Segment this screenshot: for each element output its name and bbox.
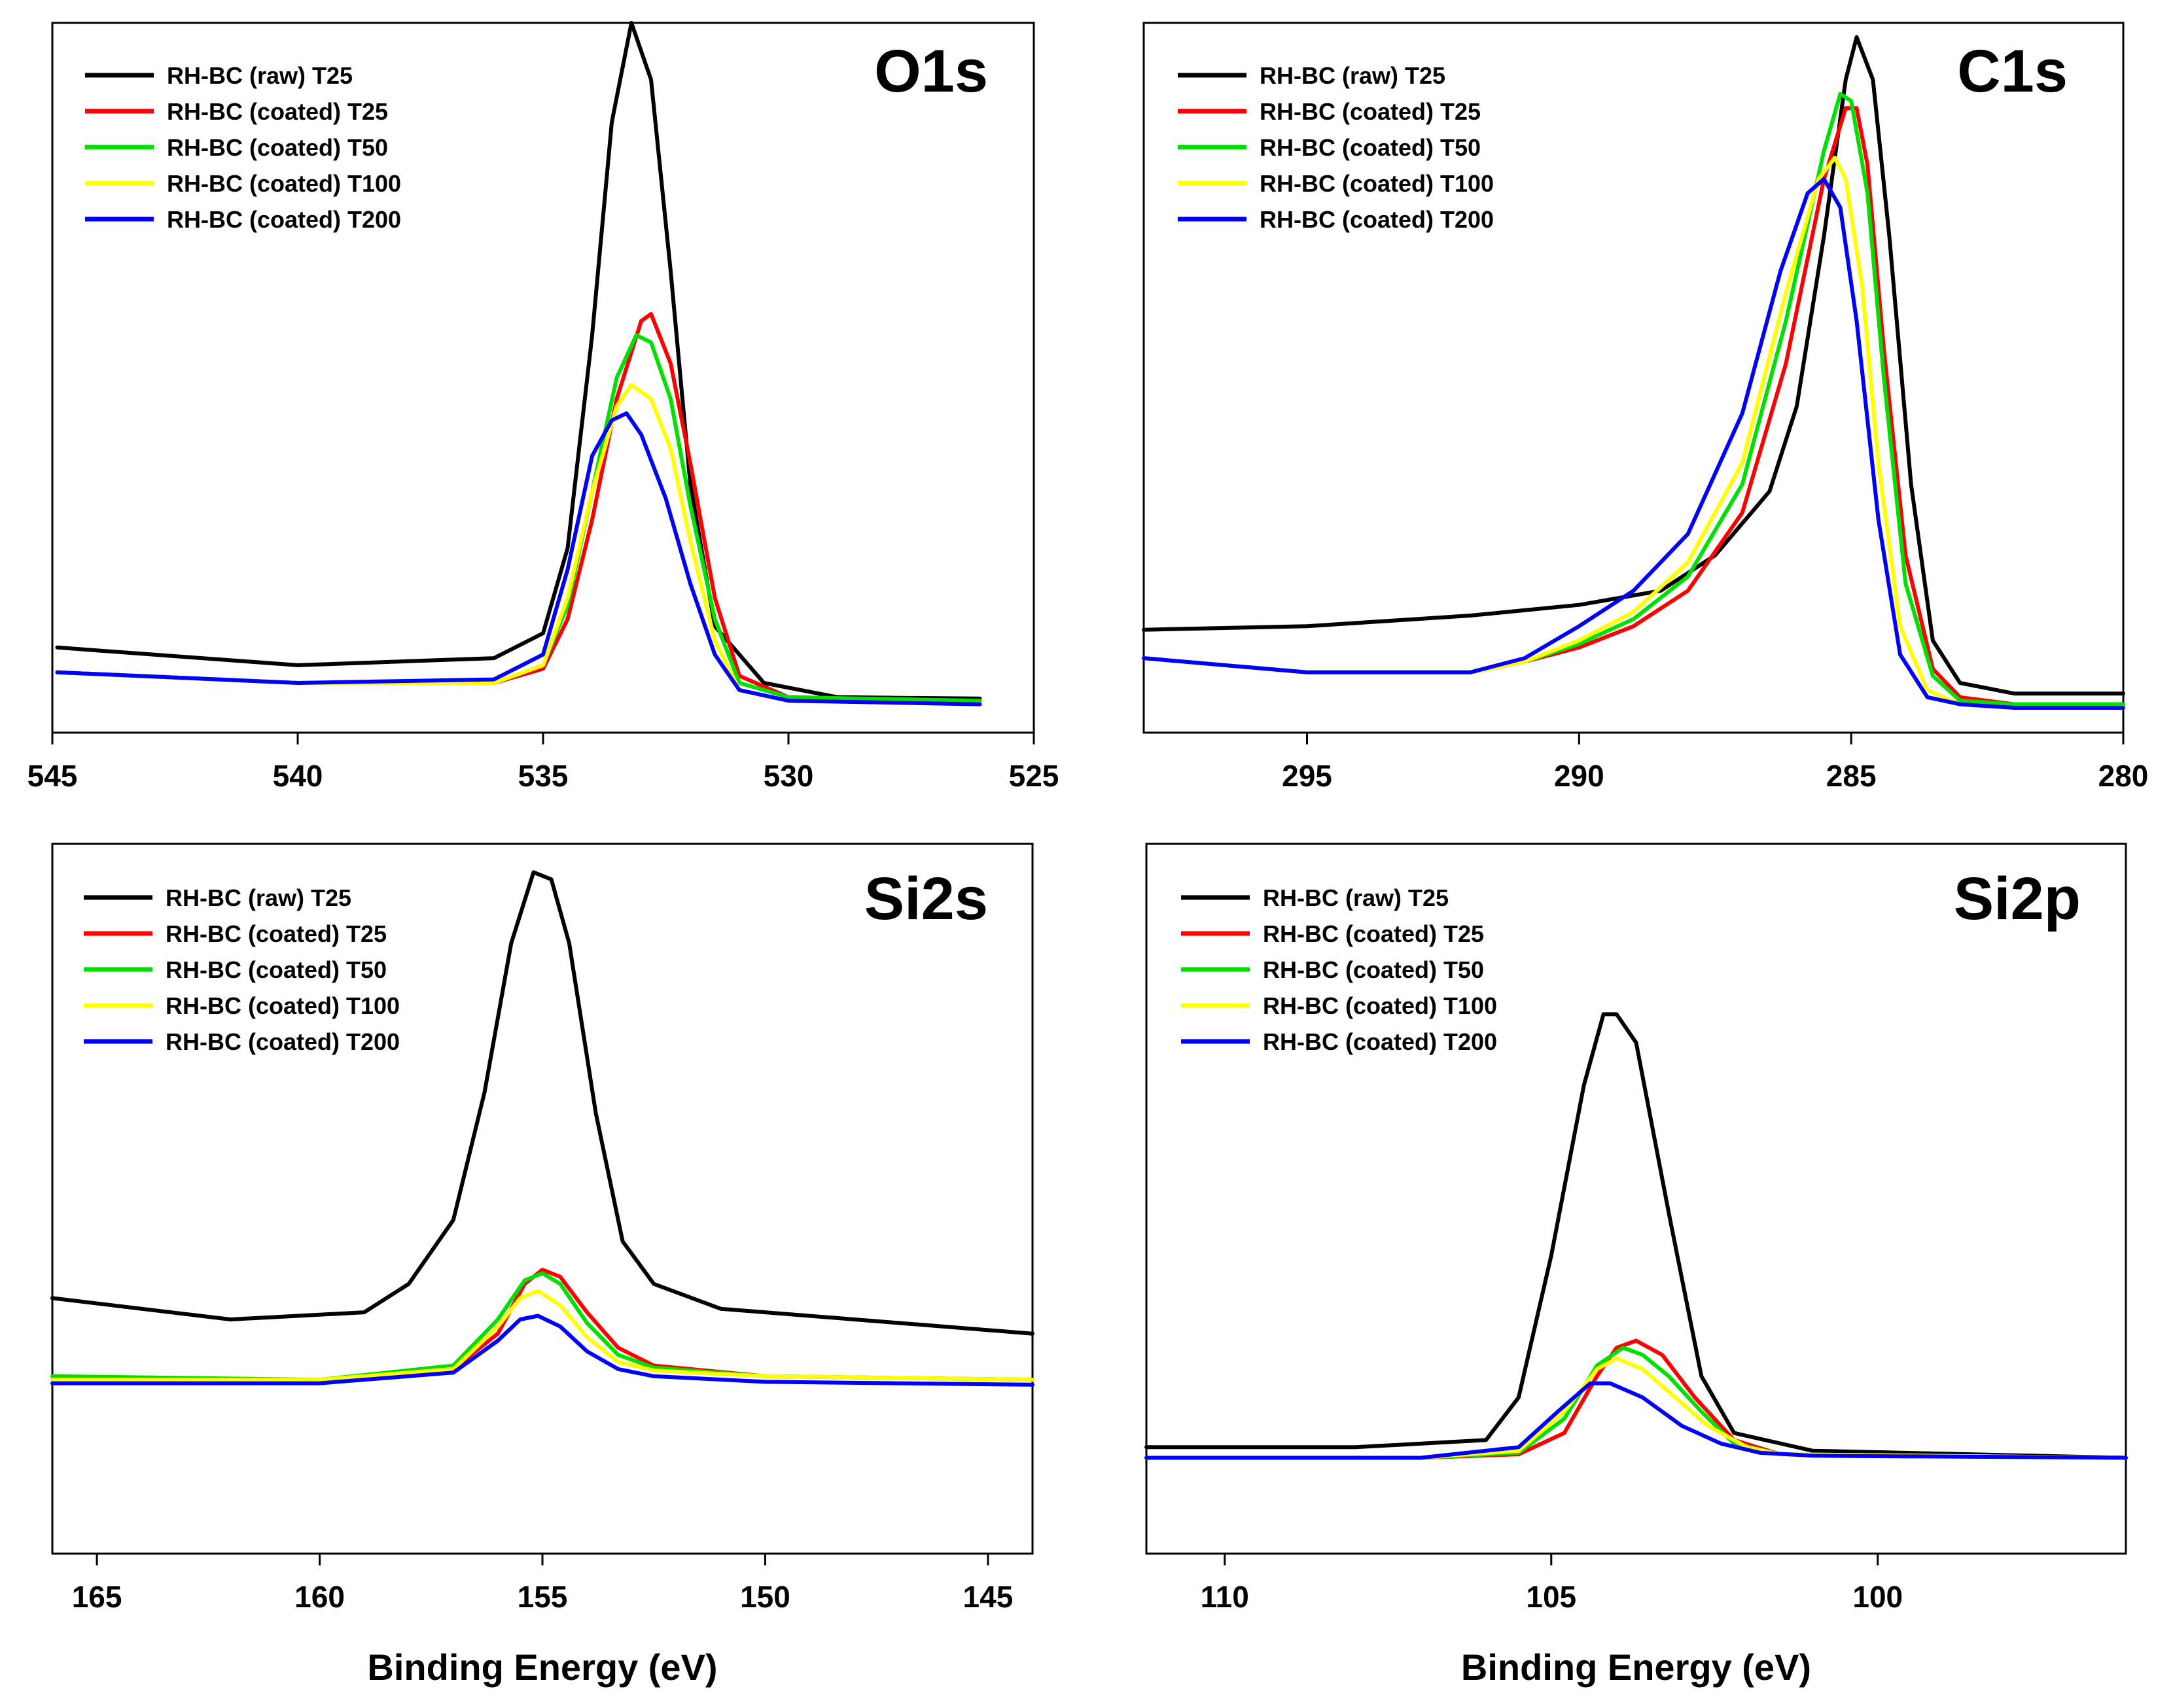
- series-line-si2s-3: [50, 1289, 1034, 1382]
- x-tick-label-o1s-4: 525: [1009, 759, 1059, 793]
- legend-label-o1s-2: RH-BC (coated) T50: [167, 134, 388, 161]
- series-line-si2p-3: [1144, 1356, 2128, 1460]
- x-tick-label-si2s-4: 145: [963, 1580, 1014, 1614]
- series-line-c1s-4: [1142, 177, 2125, 710]
- x-axis-label-si2s: Binding Energy (eV): [367, 1647, 717, 1688]
- legend-label-c1s-2: RH-BC (coated) T50: [1260, 134, 1481, 161]
- series-line-si2s-4: [50, 1314, 1034, 1387]
- legend-label-si2s-0: RH-BC (raw) T25: [166, 884, 351, 911]
- series-line-o1s-1: [55, 311, 982, 703]
- panel-title-si2p: Si2p: [1954, 865, 2081, 932]
- x-tick-label-c1s-3: 280: [2098, 759, 2149, 793]
- legend-label-si2p-0: RH-BC (raw) T25: [1263, 884, 1449, 911]
- legend-label-o1s-0: RH-BC (raw) T25: [167, 62, 353, 89]
- x-axis-label-si2p: Binding Energy (eV): [1461, 1647, 1811, 1688]
- x-tick-label-si2s-0: 165: [72, 1580, 122, 1614]
- legend-label-o1s-4: RH-BC (coated) T200: [167, 206, 401, 233]
- x-tick-label-si2p-1: 105: [1526, 1580, 1576, 1614]
- series-line-c1s-3: [1142, 156, 2125, 710]
- plot-frame-si2p: [1145, 843, 2127, 1555]
- legend-label-o1s-1: RH-BC (coated) T25: [167, 98, 388, 125]
- legend-label-o1s-3: RH-BC (coated) T100: [167, 170, 401, 197]
- x-tick-label-o1s-0: 545: [27, 759, 78, 793]
- x-tick-label-si2s-1: 160: [294, 1580, 345, 1614]
- legend-label-si2s-4: RH-BC (coated) T200: [166, 1028, 400, 1055]
- series-line-si2s-2: [50, 1271, 1034, 1382]
- plot-frame-si2s: [51, 843, 1034, 1555]
- panel-c1s: 295 290 285 280 RH-BC (raw) T25 RH-BC (coated…: [1142, 22, 2149, 793]
- x-tick-label-o1s-2: 535: [518, 759, 569, 793]
- series-line-o1s-4: [55, 411, 982, 706]
- series-line-si2p-4: [1144, 1381, 2128, 1460]
- x-tick-label-si2p-0: 110: [1201, 1580, 1249, 1614]
- plot-frame-o1s: [51, 22, 1035, 734]
- series-line-si2s-0: [50, 870, 1034, 1336]
- series-line-o1s-3: [55, 383, 982, 706]
- series-line-si2p-2: [1144, 1346, 2128, 1460]
- panel-title-o1s: O1s: [874, 38, 988, 105]
- x-tick-label-si2s-3: 150: [740, 1580, 790, 1614]
- legend-label-si2s-1: RH-BC (coated) T25: [166, 920, 387, 947]
- legend-label-c1s-0: RH-BC (raw) T25: [1260, 62, 1445, 89]
- series-line-si2s-1: [50, 1268, 1034, 1382]
- legend-label-si2s-3: RH-BC (coated) T100: [166, 992, 400, 1019]
- x-tick-label-o1s-3: 530: [764, 759, 814, 793]
- legend-label-c1s-1: RH-BC (coated) T25: [1260, 98, 1481, 125]
- legend-label-si2s-2: RH-BC (coated) T50: [166, 956, 387, 983]
- x-tick-label-c1s-2: 285: [1826, 759, 1877, 793]
- legend-label-si2p-3: RH-BC (coated) T100: [1263, 992, 1497, 1019]
- x-tick-label-si2s-2: 155: [518, 1580, 568, 1614]
- series-line-si2p-1: [1144, 1338, 2128, 1460]
- series-line-o1s-0: [55, 21, 982, 701]
- series-line-c1s-1: [1142, 106, 2125, 706]
- legend-label-c1s-4: RH-BC (coated) T200: [1260, 206, 1494, 233]
- panel-si2p: 110 105 100 RH-BC (raw) T25 RH-BC (coated) T…: [1144, 843, 2128, 1688]
- panel-si2s: 165 160 155 150 145 RH-BC (raw) T25 RH-BC (coa…: [50, 843, 1034, 1688]
- x-tick-label-c1s-0: 295: [1282, 759, 1332, 793]
- legend-label-si2p-1: RH-BC (coated) T25: [1263, 920, 1484, 947]
- x-tick-label-si2p-2: 100: [1852, 1580, 1903, 1614]
- x-tick-label-o1s-1: 540: [273, 759, 323, 793]
- plot-frame-c1s: [1142, 22, 2125, 734]
- panel-title-si2s: Si2s: [864, 865, 988, 932]
- legend-label-c1s-3: RH-BC (coated) T100: [1260, 170, 1494, 197]
- series-line-si2p-0: [1144, 1012, 2128, 1460]
- legend-label-si2p-4: RH-BC (coated) T200: [1263, 1028, 1497, 1055]
- legend-label-si2p-2: RH-BC (coated) T50: [1263, 956, 1484, 983]
- x-tick-label-c1s-1: 290: [1554, 759, 1604, 793]
- panel-title-c1s: C1s: [1957, 38, 2068, 105]
- panel-o1s: 545 540 535 530 525 RH-BC (raw) T25 RH-BC (coa…: [27, 21, 1059, 793]
